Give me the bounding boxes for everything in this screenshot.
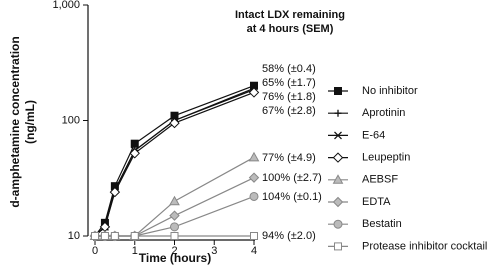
marker [170, 232, 179, 240]
annotation: 65% (±1.7) [262, 77, 316, 89]
chart-title: at 4 hours (SEM) [247, 23, 334, 35]
annotation: 67% (±2.8) [262, 105, 316, 117]
marker [332, 174, 344, 184]
marker [333, 219, 343, 229]
x-tick-label: 1 [132, 245, 138, 257]
annotation: 77% (±4.9) [262, 152, 316, 164]
marker [334, 242, 342, 251]
marker [334, 131, 342, 140]
marker [109, 186, 121, 198]
legend-label: AEBSF [362, 174, 398, 186]
y-axis-label: d-amphetamine concentration [8, 36, 22, 207]
marker [100, 232, 109, 240]
y-tick-label: 100 [62, 114, 80, 126]
marker [334, 109, 342, 117]
x-tick-label: 0 [92, 245, 98, 257]
marker [248, 172, 260, 183]
marker [110, 232, 119, 240]
legend-label: No inhibitor [362, 85, 418, 97]
y-tick-label: 10 [68, 230, 80, 242]
marker [129, 148, 140, 159]
marker [169, 117, 180, 129]
legend-label: Leupeptin [362, 152, 410, 164]
chart-title: Intact LDX remaining [235, 9, 345, 21]
marker [332, 196, 344, 208]
x-axis-label: Time (hours) [139, 251, 211, 265]
y-axis-label: (ng/mL) [23, 100, 37, 144]
x-tick-label: 4 [251, 245, 257, 257]
x-tick-label: 3 [211, 245, 217, 257]
marker [334, 87, 342, 95]
legend-label: Protease inhibitor cocktail [362, 240, 487, 252]
legend-label: Aprotinin [362, 107, 405, 119]
annotation: 104% (±0.1) [262, 191, 322, 203]
y-tick-label: 1,000 [52, 0, 80, 11]
legend-label: E-64 [362, 129, 385, 141]
marker [248, 87, 260, 98]
marker [249, 191, 259, 201]
marker [248, 151, 260, 162]
annotation: 94% (±2.0) [262, 230, 316, 242]
legend-label: Bestatin [362, 218, 402, 230]
marker [91, 232, 99, 240]
legend-label: EDTA [362, 196, 391, 208]
annotation: 76% (±1.8) [262, 91, 316, 103]
x-tick-label: 2 [171, 245, 177, 257]
marker [332, 152, 344, 163]
marker [130, 232, 139, 240]
annotation: 58% (±0.4) [262, 63, 316, 75]
marker [170, 222, 179, 232]
marker [130, 139, 139, 148]
marker [169, 195, 180, 206]
marker [250, 232, 258, 240]
marker [169, 210, 180, 221]
annotation: 100% (±2.7) [262, 172, 322, 184]
